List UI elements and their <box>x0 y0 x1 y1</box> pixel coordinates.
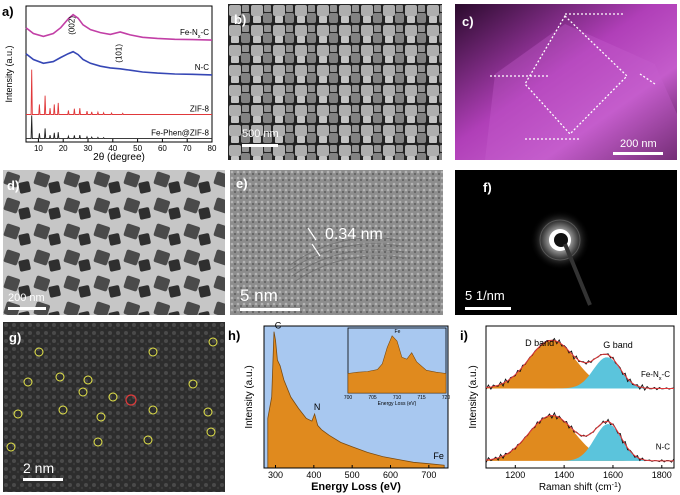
series-line <box>26 69 212 115</box>
inset-tick-label: 715 <box>417 395 426 401</box>
x-tick-label: 1600 <box>603 470 623 480</box>
x-tick-label: 600 <box>383 470 398 480</box>
inset-edge-label: Fe <box>395 329 401 335</box>
inset-x-axis-label: Energy Loss (eV) <box>378 401 417 407</box>
series-label: Fe-Nx-C <box>641 370 670 382</box>
y-axis-label: Intensity (a.u.) <box>4 45 14 102</box>
y-axis-label: Intensity (a.u.) <box>468 365 479 428</box>
x-tick-label: 1200 <box>505 470 525 480</box>
x-tick-label: 500 <box>345 470 360 480</box>
series-label: Fe-Phen@ZIF-8 <box>151 129 209 138</box>
d-band-fit <box>486 415 674 461</box>
x-axis-label: 2θ (degree) <box>93 152 145 162</box>
panel-e-label: e) <box>236 176 248 191</box>
scale-bar-label: 500 nm <box>242 128 279 140</box>
panel-d: d) 200 nm <box>3 170 225 315</box>
scale-bar <box>8 307 46 310</box>
scale-bar <box>240 308 300 311</box>
panel-i: i) Fe-Nx-C N-C D band G band 1200 1400 1600 180… <box>458 318 680 495</box>
eels-chart: 300 400 500 600 700 Energy Loss (eV) Intensity… <box>244 321 451 493</box>
panel-g: g) 2 nm <box>3 322 225 492</box>
panel-f: f) 5 1/nm <box>455 170 677 315</box>
d-band-fit <box>486 340 674 389</box>
x-tick-label: 60 <box>158 144 167 153</box>
scale-bar-label: 2 nm <box>23 460 55 476</box>
panel-b: b) 500 nm <box>228 4 442 160</box>
saed-pattern <box>530 210 592 306</box>
panel-f-label: f) <box>483 180 492 195</box>
scale-bar <box>23 478 63 481</box>
panel-a: a) 10 20 30 40 50 60 70 80 2θ (degree) Intensity … <box>0 0 225 162</box>
band-label: G band <box>603 340 633 350</box>
tem-image <box>455 4 677 160</box>
peak-label: (002) <box>67 16 76 35</box>
series-line <box>25 13 213 41</box>
x-tick-label: 10 <box>34 144 43 153</box>
panel-h: h) 300 400 500 600 700 Energy Loss (eV) Intens… <box>226 318 458 495</box>
edge-label: Fe <box>433 451 444 461</box>
x-tick-label: 300 <box>268 470 283 480</box>
inset-tick-label: 705 <box>368 395 377 401</box>
plot-frame <box>263 325 449 469</box>
x-axis-label: Raman shift (cm-1) <box>539 482 621 494</box>
series-line <box>26 115 212 139</box>
y-axis-label: Intensity (a.u.) <box>244 365 255 428</box>
plot-frame <box>25 5 213 143</box>
panel-h-label: h) <box>228 328 241 343</box>
edge-label: C <box>275 321 282 331</box>
panel-e: e) 0.34 nm 5 nm <box>230 170 443 315</box>
panel-i-label: i) <box>460 328 468 343</box>
x-tick-label: 50 <box>133 144 142 153</box>
scale-bar <box>465 307 511 310</box>
x-tick-label: 1800 <box>652 470 672 480</box>
scale-bar-label: 5 1/nm <box>465 288 505 303</box>
series-label: N-C <box>195 63 209 72</box>
x-tick-label: 400 <box>306 470 321 480</box>
fit-envelope <box>485 339 674 389</box>
inset-spectrum-area <box>347 335 447 394</box>
panel-d-label: d) <box>7 178 20 193</box>
scale-bar-label: 200 nm <box>8 292 45 304</box>
x-tick-label: 700 <box>421 470 436 480</box>
panel-c: c) 200 nm <box>455 4 677 160</box>
panel-b-label: b) <box>234 12 247 27</box>
lattice-spacing-label: 0.34 nm <box>325 226 383 243</box>
hrtem-image <box>230 170 443 315</box>
series-label: N-C <box>656 443 670 452</box>
series-label: Fe-Nx-C <box>180 28 209 40</box>
inset-tick-label: 720 <box>442 395 451 401</box>
x-axis-label: Energy Loss (eV) <box>311 481 401 493</box>
sem-image <box>228 4 442 160</box>
spectrum-area <box>267 331 445 469</box>
x-tick-label: 1400 <box>554 470 574 480</box>
x-tick-label: 40 <box>108 144 117 153</box>
xrd-chart: 10 20 30 40 50 60 70 80 2θ (degree) Intensity (a.… <box>4 5 217 162</box>
scale-bar <box>242 144 278 147</box>
scale-bar-label: 200 nm <box>620 138 657 150</box>
peak-label: (101) <box>114 44 123 63</box>
plot-frame <box>485 325 675 469</box>
series-label: ZIF-8 <box>190 105 210 114</box>
fit-envelope <box>485 414 674 462</box>
tem-image <box>3 170 225 315</box>
haadf-stem-image <box>3 322 225 492</box>
series-line <box>25 50 213 76</box>
inset-tick-label: 710 <box>393 395 402 401</box>
panel-c-label: c) <box>462 14 474 29</box>
x-tick-label: 70 <box>183 144 192 153</box>
raman-chart: Fe-Nx-C N-C D band G band 1200 1400 1600 1800 Ra… <box>468 325 675 494</box>
g-band-fit <box>486 424 674 461</box>
scale-bar-label: 5 nm <box>240 286 278 305</box>
x-tick-label: 20 <box>59 144 68 153</box>
x-tick-label: 80 <box>208 144 217 153</box>
panel-a-label: a) <box>2 4 14 19</box>
scale-bar <box>613 152 663 155</box>
panel-g-label: g) <box>9 330 22 345</box>
x-tick-label: 30 <box>84 144 93 153</box>
band-label: D band <box>525 338 554 348</box>
inset-tick-label: 700 <box>344 395 353 401</box>
edge-label: N <box>314 402 321 412</box>
